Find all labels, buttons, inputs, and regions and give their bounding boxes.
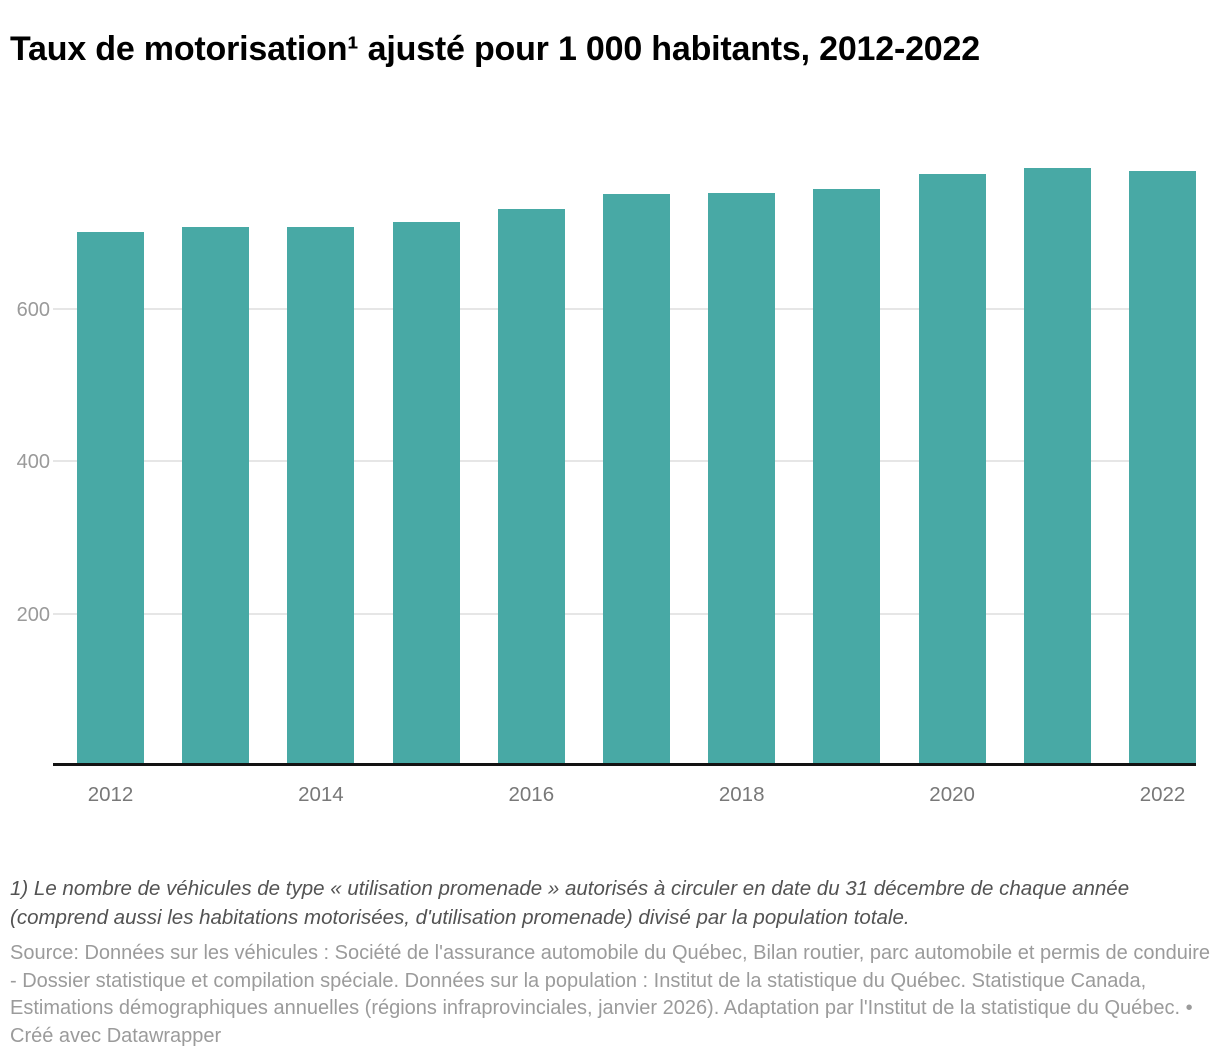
datawrapper-attribution-link[interactable]: Créé avec Datawrapper <box>10 1024 222 1047</box>
x-axis-line <box>53 763 1196 766</box>
y-axis-label-600: 600 <box>16 298 50 321</box>
x-axis-label-2012: 2012 <box>87 783 134 806</box>
y-axis-label-400: 400 <box>16 451 50 474</box>
bar-2019 <box>813 188 881 766</box>
x-axis-label-2018: 2018 <box>718 783 765 806</box>
footnote: 1) Le nombre de véhicules de type « util… <box>10 876 1130 929</box>
source-text: Source: Données sur les véhicules : Soci… <box>10 942 1211 1020</box>
bar-2013 <box>182 227 250 766</box>
x-axis-label-2020: 2020 <box>929 783 975 806</box>
bar-2015 <box>392 221 460 766</box>
y-axis-label-200: 200 <box>16 603 50 626</box>
source-line: Source: Données sur les véhicules : Soci… <box>10 940 1216 1050</box>
bar-2020 <box>918 173 986 766</box>
bar-2022 <box>1129 171 1196 766</box>
source-separator: • <box>1185 997 1193 1020</box>
bar-2017 <box>603 194 670 766</box>
bar-2012 <box>77 231 144 766</box>
x-axis-label-2022: 2022 <box>1139 783 1186 806</box>
page-title: Taux de motorisation¹ ajusté pour 1 000 … <box>10 29 980 68</box>
x-axis-label-2014: 2014 <box>298 783 344 806</box>
plot-area: 200 400 600 2012 2014 2016 2018 2020 2022 <box>17 150 1196 806</box>
bar-2016 <box>497 209 565 766</box>
bar-2014 <box>287 227 355 766</box>
bar-2021 <box>1023 168 1091 766</box>
x-axis-label-2016: 2016 <box>508 783 555 806</box>
bar-2018 <box>708 192 776 766</box>
